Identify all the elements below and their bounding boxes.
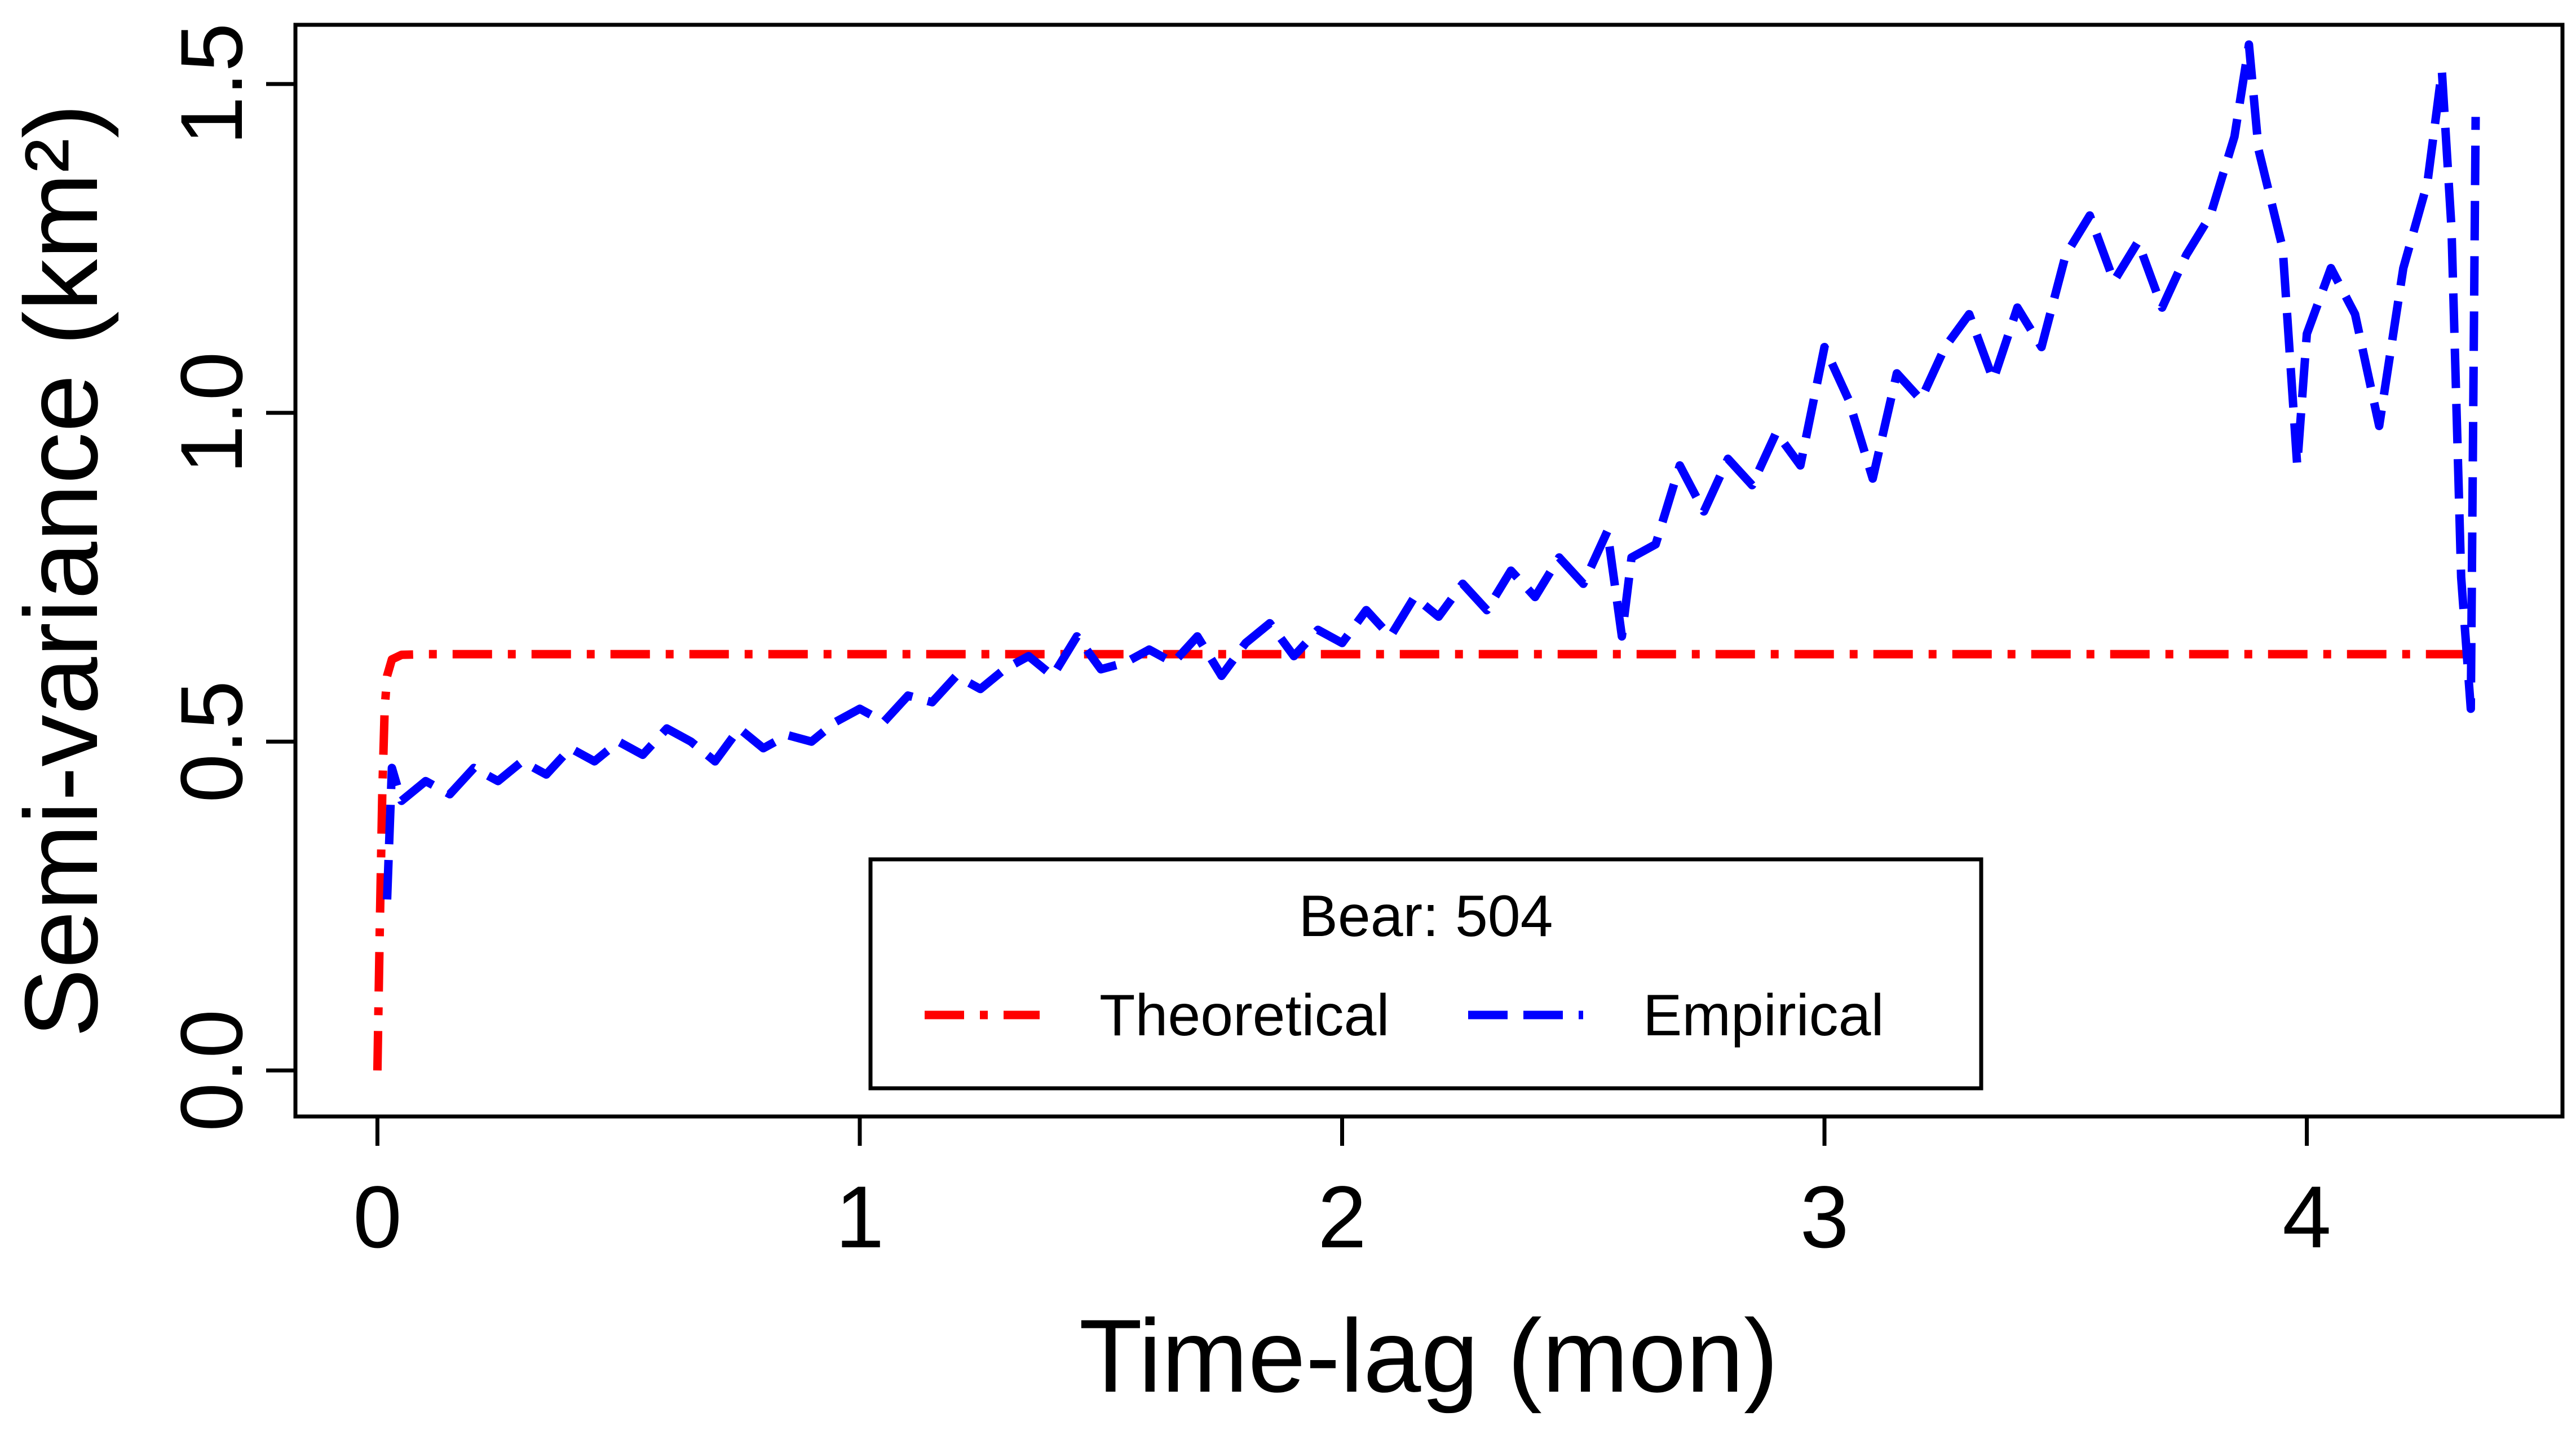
- legend-box: [868, 857, 1983, 1091]
- legend-label-empirical: Empirical: [1643, 983, 1884, 1048]
- legend-title: Bear: 504: [1299, 884, 1553, 949]
- x-axis: 0 1 2 3 4: [353, 1116, 2331, 1266]
- x-tick-label: 3: [1800, 1168, 1849, 1266]
- y-tick-label: 0.5: [163, 681, 261, 803]
- y-axis-title: Semi-variance (km²): [3, 104, 119, 1038]
- y-axis: 0.0 0.5 1.0 1.5: [163, 23, 295, 1132]
- y-tick-label: 0.0: [163, 1009, 261, 1132]
- plot-frame: [293, 23, 2565, 1119]
- x-tick-label: 4: [2282, 1168, 2331, 1266]
- series-line-empirical: [383, 40, 2480, 900]
- series-layer: [373, 40, 2480, 1071]
- x-tick-label: 2: [1318, 1168, 1367, 1266]
- x-axis-title: Time-lag (mon): [1079, 1297, 1778, 1414]
- x-tick-label: 0: [353, 1168, 402, 1266]
- legend-label-theoretical: Theoretical: [1099, 983, 1389, 1048]
- y-tick-label: 1.5: [163, 23, 261, 145]
- series-line-theoretical: [373, 650, 2476, 1071]
- y-tick-label: 1.0: [163, 352, 261, 474]
- legend: Bear: 504 Theoretical Empirical: [868, 857, 1983, 1091]
- x-tick-label: 1: [836, 1168, 885, 1266]
